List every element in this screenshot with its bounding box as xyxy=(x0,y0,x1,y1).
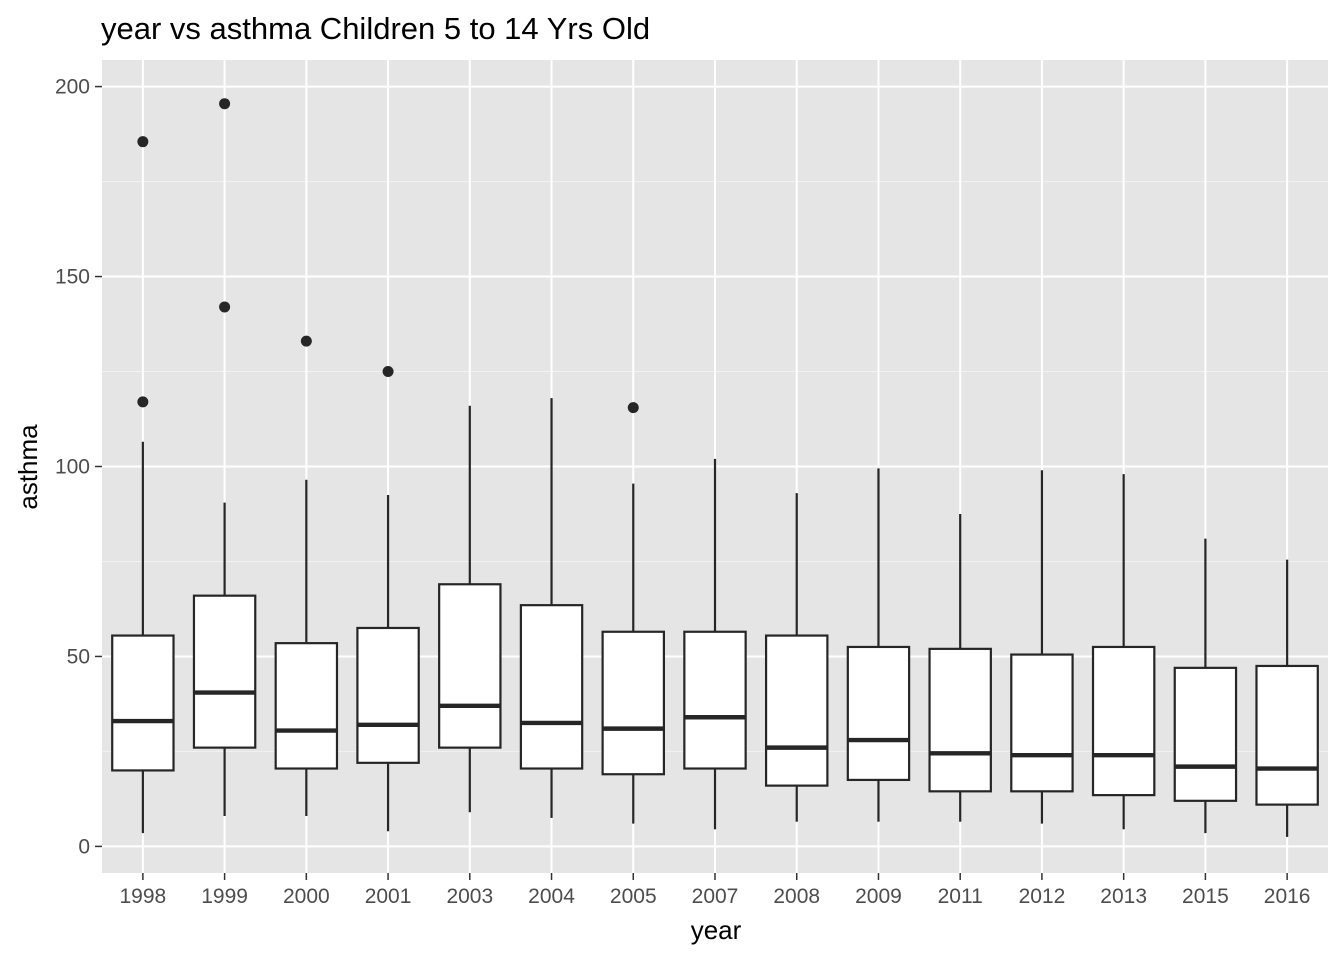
x-axis-title: year xyxy=(691,915,742,945)
x-tick-label: 2016 xyxy=(1264,885,1311,908)
box-iqr xyxy=(601,630,666,776)
box-iqr xyxy=(846,645,911,782)
outlier-point xyxy=(300,335,312,347)
box-iqr xyxy=(274,642,339,770)
boxes-layer xyxy=(111,98,1319,837)
y-tick-label: 150 xyxy=(55,266,90,289)
box-2016 xyxy=(1255,559,1319,837)
x-tick-label: 2013 xyxy=(1100,885,1147,908)
box-iqr xyxy=(764,634,829,787)
box-iqr xyxy=(1255,664,1319,806)
x-tick-label: 2005 xyxy=(610,885,657,908)
x-axis: 1998 1999 2000 2001 2003 2004 2005 2007 2008 2009… xyxy=(120,873,1311,908)
box-2008 xyxy=(764,493,829,822)
y-tick-label: 200 xyxy=(55,76,90,99)
x-tick-label: 2015 xyxy=(1182,885,1229,908)
outlier-point xyxy=(219,301,231,313)
box-iqr xyxy=(928,647,992,793)
x-tick-label: 2011 xyxy=(938,885,983,908)
box-2000 xyxy=(274,335,339,817)
chart-title: year vs asthma Children 5 to 14 Yrs Old xyxy=(101,11,650,46)
box-iqr xyxy=(1173,666,1238,802)
box-2012 xyxy=(1010,470,1074,824)
box-iqr xyxy=(111,634,175,772)
outlier-point xyxy=(137,396,149,408)
y-axis: 0 50 100 150 200 xyxy=(55,76,102,858)
box-2009 xyxy=(846,468,911,822)
x-tick-label: 2007 xyxy=(692,885,739,908)
y-tick-label: 0 xyxy=(78,835,90,858)
x-tick-label: 2004 xyxy=(528,885,575,908)
box-2003 xyxy=(438,405,502,813)
x-tick-label: 2000 xyxy=(283,885,330,908)
outlier-point xyxy=(627,402,639,414)
x-tick-label: 2012 xyxy=(1019,885,1066,908)
box-2001 xyxy=(356,366,420,832)
y-tick-label: 50 xyxy=(67,645,90,668)
x-tick-label: 1999 xyxy=(201,885,248,908)
x-tick-label: 2001 xyxy=(365,885,412,908)
box-2015 xyxy=(1173,538,1238,834)
box-1999 xyxy=(192,98,257,817)
y-tick-label: 100 xyxy=(55,456,90,479)
box-2007 xyxy=(683,458,747,830)
y-axis-title: asthma xyxy=(13,424,43,510)
box-1998 xyxy=(111,136,175,834)
x-tick-label: 2009 xyxy=(855,885,902,908)
box-iqr xyxy=(356,626,420,764)
box-iqr xyxy=(438,583,502,749)
box-2013 xyxy=(1091,474,1156,830)
outlier-point xyxy=(382,366,394,378)
x-tick-label: 2003 xyxy=(446,885,493,908)
box-2004 xyxy=(519,398,584,818)
box-2011 xyxy=(928,513,992,822)
box-2005 xyxy=(601,402,666,824)
box-iqr xyxy=(683,630,747,770)
outlier-point xyxy=(219,98,231,110)
box-iqr xyxy=(192,594,257,749)
box-iqr xyxy=(1010,653,1074,793)
box-iqr xyxy=(1091,645,1156,797)
box-iqr xyxy=(519,604,584,770)
x-tick-label: 2008 xyxy=(773,885,820,908)
x-tick-label: 1998 xyxy=(120,885,167,908)
outlier-point xyxy=(137,136,149,148)
